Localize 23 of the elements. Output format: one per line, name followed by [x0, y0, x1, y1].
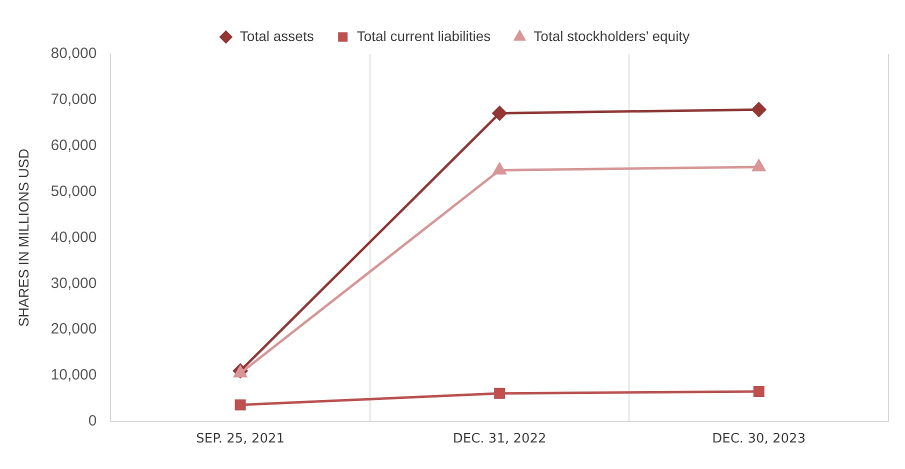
y-tick-label: 10,000 — [50, 366, 97, 384]
y-axis-title: SHARES IN MILLIONS USD — [15, 148, 32, 327]
point — [494, 388, 506, 399]
y-tick-label: 50,000 — [50, 182, 97, 200]
y-tick-label: 40,000 — [50, 228, 97, 246]
point — [753, 386, 764, 398]
y-tick-label: 80,000 — [50, 45, 97, 62]
y-tick-label: 20,000 — [50, 320, 97, 338]
legend-label: Total stockholders’ equity — [534, 28, 690, 44]
y-tick-label: 0 — [88, 412, 97, 430]
y-tick-label: 30,000 — [50, 274, 97, 292]
point — [493, 162, 506, 174]
y-tick-label: 70,000 — [50, 91, 97, 108]
x-tick-label: SEP. 25, 2021 — [196, 432, 285, 447]
legend-label: Total current liabilities — [356, 28, 491, 44]
x-tick-label: DEC. 30, 2023 — [712, 432, 806, 447]
x-tick-label: DEC. 31, 2022 — [452, 432, 546, 447]
point — [752, 102, 766, 117]
legend-label: Total assets — [240, 28, 314, 44]
point — [492, 106, 507, 120]
y-tick-label: 60,000 — [50, 136, 97, 154]
point — [234, 399, 246, 410]
point — [752, 160, 766, 172]
